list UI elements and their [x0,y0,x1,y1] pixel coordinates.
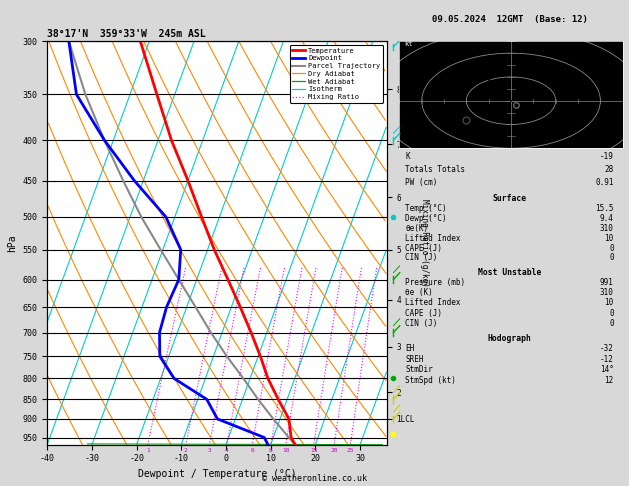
Text: Lifted Index: Lifted Index [405,298,461,308]
Text: 0: 0 [609,254,614,262]
Text: K: K [405,152,410,161]
Text: SREH: SREH [405,355,424,364]
Text: 0: 0 [609,243,614,253]
Text: CIN (J): CIN (J) [405,319,438,328]
Text: -19: -19 [600,152,614,161]
Text: Hodograph: Hodograph [487,334,532,343]
Text: Lifted Index: Lifted Index [405,234,461,243]
Text: 09.05.2024  12GMT  (Base: 12): 09.05.2024 12GMT (Base: 12) [431,15,587,24]
Text: -12: -12 [600,355,614,364]
Text: 15.5: 15.5 [595,204,614,213]
Text: 9.4: 9.4 [600,214,614,223]
Text: Most Unstable: Most Unstable [478,268,541,277]
Text: 0.91: 0.91 [595,178,614,187]
Text: 10: 10 [282,448,289,453]
Text: 6: 6 [250,448,254,453]
Text: StmDir: StmDir [405,365,433,374]
Legend: Temperature, Dewpoint, Parcel Trajectory, Dry Adiabat, Wet Adiabat, Isotherm, Mi: Temperature, Dewpoint, Parcel Trajectory… [289,45,383,103]
Text: StmSpd (kt): StmSpd (kt) [405,376,456,385]
Text: Pressure (mb): Pressure (mb) [405,278,465,287]
Text: CAPE (J): CAPE (J) [405,243,442,253]
Text: Totals Totals: Totals Totals [405,165,465,174]
X-axis label: Dewpoint / Temperature (°C): Dewpoint / Temperature (°C) [138,469,296,479]
Text: θe (K): θe (K) [405,288,433,297]
Text: 0: 0 [609,309,614,318]
Text: 10: 10 [604,234,614,243]
Text: 2: 2 [184,448,187,453]
Text: CIN (J): CIN (J) [405,254,438,262]
Y-axis label: Mixing Ratio (g/kg): Mixing Ratio (g/kg) [420,199,429,287]
Text: Surface: Surface [493,194,526,203]
Text: 310: 310 [600,288,614,297]
Text: 991: 991 [600,278,614,287]
Text: kt: kt [404,41,413,47]
Text: Dewp (°C): Dewp (°C) [405,214,447,223]
Text: 14°: 14° [600,365,614,374]
Text: Temp (°C): Temp (°C) [405,204,447,213]
Text: © weatheronline.co.uk: © weatheronline.co.uk [262,474,367,483]
Text: 38°17'N  359°33'W  245m ASL: 38°17'N 359°33'W 245m ASL [47,29,206,39]
Text: 3: 3 [208,448,211,453]
Text: PW (cm): PW (cm) [405,178,438,187]
Text: θe(K): θe(K) [405,224,428,233]
Text: CAPE (J): CAPE (J) [405,309,442,318]
Text: 8: 8 [269,448,273,453]
Text: 28: 28 [604,165,614,174]
Text: 1: 1 [146,448,150,453]
Text: 25: 25 [347,448,354,453]
Text: -32: -32 [600,344,614,353]
Text: 310: 310 [600,224,614,233]
Text: 15: 15 [310,448,318,453]
Y-axis label: hPa: hPa [7,234,17,252]
Text: EH: EH [405,344,415,353]
Text: 4: 4 [225,448,229,453]
Text: 0: 0 [609,319,614,328]
Text: 20: 20 [330,448,338,453]
Text: 12: 12 [604,376,614,385]
Text: 10: 10 [604,298,614,308]
